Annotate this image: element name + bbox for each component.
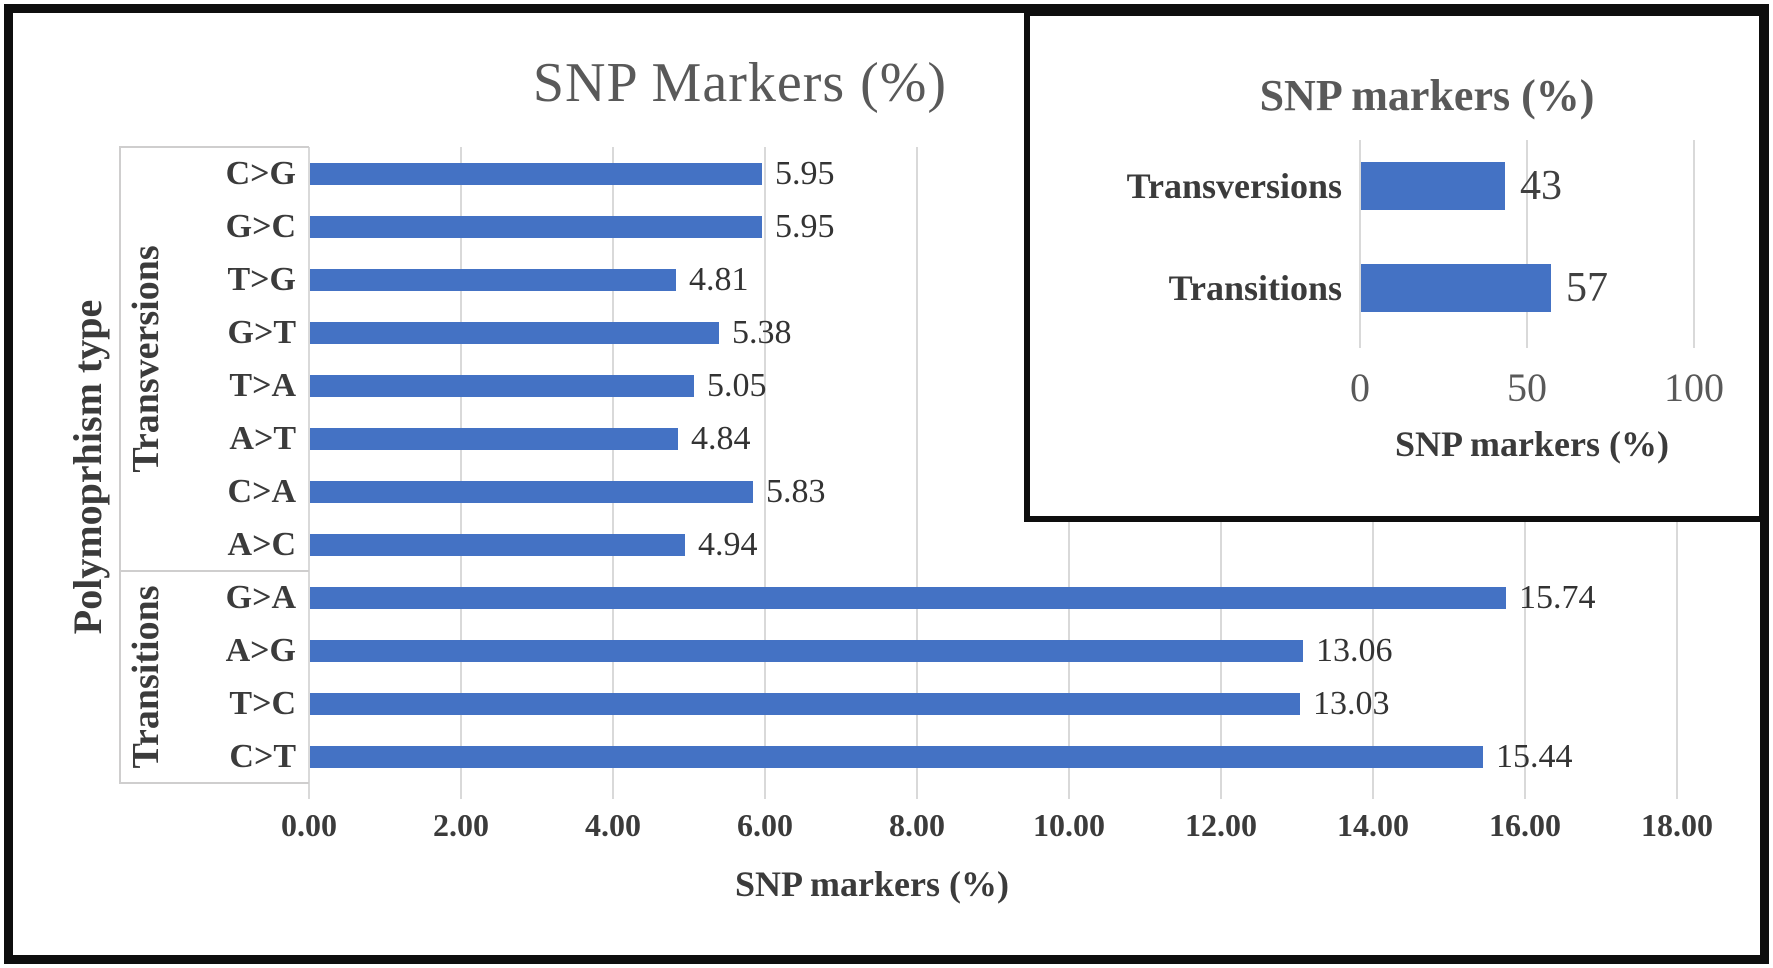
category-label: G>A	[225, 579, 296, 616]
category-label: A>T	[229, 420, 296, 457]
bar-data-label: 4.94	[698, 526, 758, 563]
bar-data-label: 5.38	[732, 314, 792, 351]
value-bar	[310, 375, 694, 397]
bar-data-label: 5.05	[707, 367, 767, 404]
inset-value-bar	[1361, 162, 1505, 210]
category-label: T>G	[227, 261, 297, 298]
bar-data-label: 15.44	[1496, 738, 1573, 775]
inset-x-gridline	[1526, 140, 1528, 348]
category-label: C>G	[225, 155, 296, 192]
bar-data-label: 4.81	[689, 261, 749, 298]
category-label: G>T	[227, 314, 297, 351]
inset-bar-data-label: 43	[1520, 163, 1562, 209]
inset-x-gridline	[1693, 140, 1695, 348]
value-bar	[310, 534, 685, 556]
category-label: C>T	[229, 738, 296, 775]
x-tick-label: 2.00	[433, 807, 489, 843]
x-gridline	[308, 147, 310, 799]
category-label: A>C	[227, 526, 296, 563]
value-bar	[310, 216, 762, 238]
x-gridline	[916, 147, 918, 799]
category-label: C>A	[227, 473, 296, 510]
inset-category-label: Transitions	[1168, 268, 1342, 308]
value-bar	[310, 481, 753, 503]
inset-x-tick-label: 0	[1350, 365, 1370, 410]
x-gridline	[764, 147, 766, 799]
category-label: T>C	[229, 685, 296, 722]
bar-data-label: 5.95	[775, 155, 835, 192]
value-bar	[310, 428, 678, 450]
bar-data-label: 5.95	[775, 208, 835, 245]
inset-chart-title: SNP markers (%)	[1259, 71, 1595, 120]
main-chart-title: SNP Markers (%)	[532, 52, 948, 114]
value-bar	[310, 640, 1303, 662]
category-label: T>A	[229, 367, 296, 404]
category-label: G>C	[225, 208, 296, 245]
x-tick-label: 18.00	[1641, 807, 1713, 843]
x-tick-label: 10.00	[1033, 807, 1105, 843]
inset-x-gridline	[1359, 140, 1361, 348]
x-tick-label: 8.00	[889, 807, 945, 843]
x-tick-label: 16.00	[1489, 807, 1561, 843]
bar-data-label: 4.84	[691, 420, 751, 457]
category-label: A>G	[225, 632, 296, 669]
bar-data-label: 13.03	[1313, 685, 1390, 722]
x-tick-label: 0.00	[281, 807, 337, 843]
bar-data-label: 15.74	[1519, 579, 1596, 616]
x-gridline	[460, 147, 462, 799]
inset-value-bar	[1361, 264, 1551, 312]
value-bar	[310, 163, 762, 185]
x-gridline	[612, 147, 614, 799]
inset-x-axis-title: SNP markers (%)	[1395, 424, 1669, 464]
value-bar	[310, 587, 1506, 609]
category-box-line	[119, 570, 309, 572]
x-tick-label: 4.00	[585, 807, 641, 843]
category-box-line	[119, 146, 309, 148]
bar-data-label: 13.06	[1316, 632, 1393, 669]
x-axis-title: SNP markers (%)	[735, 864, 1009, 904]
value-bar	[310, 693, 1300, 715]
value-bar	[310, 269, 676, 291]
inset-category-label: Transversions	[1126, 166, 1342, 206]
value-bar	[310, 746, 1483, 768]
inset-x-tick-label: 100	[1664, 365, 1724, 410]
inset-x-tick-label: 50	[1507, 365, 1547, 410]
x-tick-label: 6.00	[737, 807, 793, 843]
category-box-line	[119, 782, 309, 784]
inset-bar-data-label: 57	[1566, 265, 1608, 311]
x-tick-label: 12.00	[1185, 807, 1257, 843]
value-bar	[310, 322, 719, 344]
category-box-line	[119, 147, 121, 783]
x-tick-label: 14.00	[1337, 807, 1409, 843]
bar-data-label: 5.83	[766, 473, 826, 510]
